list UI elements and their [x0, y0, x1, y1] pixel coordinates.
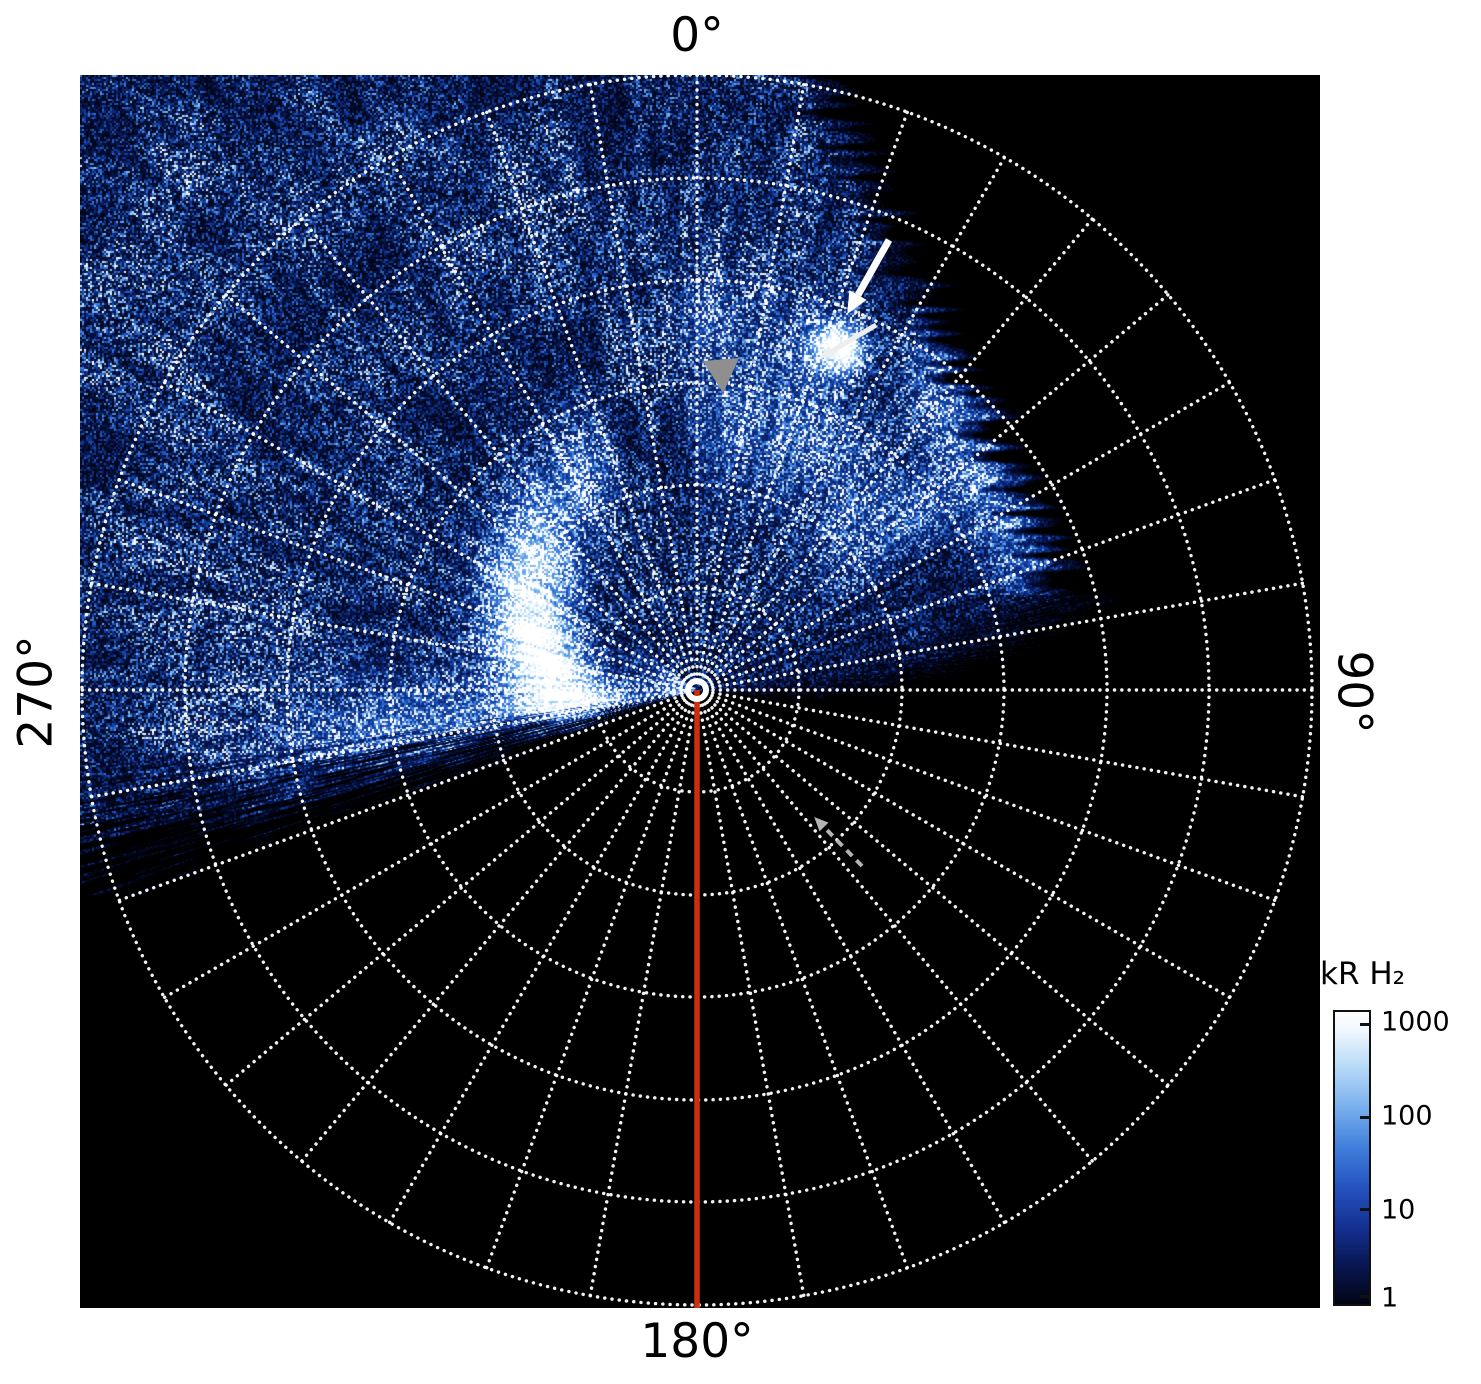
colorbar-tick-label-100: 100 [1381, 1100, 1433, 1132]
grid-spoke [162, 380, 685, 684]
grid-spoke [299, 700, 689, 1163]
grid-spoke [710, 477, 1277, 687]
pole-marker [685, 678, 709, 702]
grid-spoke [707, 698, 1170, 1088]
grid-spoke [117, 477, 684, 687]
grid-spoke [709, 380, 1232, 684]
colorbar-tickmark [1360, 1023, 1369, 1027]
grid-spoke [700, 110, 910, 677]
arrow-gray-dashed-head [814, 816, 829, 832]
grid-spoke [698, 704, 806, 1298]
grid-spoke [710, 693, 1277, 903]
grid-spoke [484, 703, 694, 1270]
grid-spoke [705, 217, 1095, 680]
plot-area [80, 75, 1320, 1308]
grid-spoke [299, 217, 689, 680]
grid-spoke [698, 82, 806, 676]
grid-spoke [224, 292, 687, 682]
arrow-large-white [854, 238, 893, 297]
colorbar-tick-label-1000: 1000 [1381, 1006, 1450, 1038]
angle-label-0: 0° [670, 8, 724, 63]
grid-spoke [387, 702, 691, 1225]
arrow-small-white-head [819, 345, 836, 359]
grid-spoke [162, 696, 685, 1000]
arrow-large-white-head [847, 290, 867, 315]
angle-label-180: 180° [640, 1314, 754, 1369]
colorbar-tickmark [1360, 1208, 1369, 1212]
arrow-gray-dashed [822, 825, 864, 868]
colorbar-tickmark [1360, 1294, 1369, 1298]
pointer-gray-triangle [703, 358, 739, 393]
grid-spoke [711, 581, 1305, 689]
colorbar-tickmark [1360, 1115, 1369, 1119]
grid-spoke [707, 292, 1170, 682]
colorbar [1333, 1010, 1371, 1306]
grid-spoke [703, 155, 1007, 678]
arrow-small-white [830, 322, 878, 354]
grid-spoke [588, 704, 696, 1298]
grid-spoke [89, 581, 683, 689]
grid-spoke [711, 691, 1305, 799]
grid-spoke [387, 155, 691, 678]
colorbar-title: kR H₂ [1320, 956, 1406, 992]
grid-spoke [709, 696, 1232, 1000]
grid-spoke [703, 702, 1007, 1225]
grid-spoke [89, 691, 683, 799]
colorbar-tick-label-10: 10 [1381, 1194, 1416, 1226]
angle-label-90: 90° [1326, 650, 1382, 734]
colorbar-tick-label-1: 1 [1381, 1282, 1399, 1314]
angle-label-270: 270° [8, 635, 64, 749]
polar-grid-overlay [80, 75, 1314, 1308]
grid-spoke [224, 698, 687, 1088]
grid-spoke [705, 700, 1095, 1163]
grid-spoke [700, 703, 910, 1270]
grid-spoke [484, 110, 694, 677]
grid-spoke [117, 693, 684, 903]
grid-spoke [588, 82, 696, 676]
